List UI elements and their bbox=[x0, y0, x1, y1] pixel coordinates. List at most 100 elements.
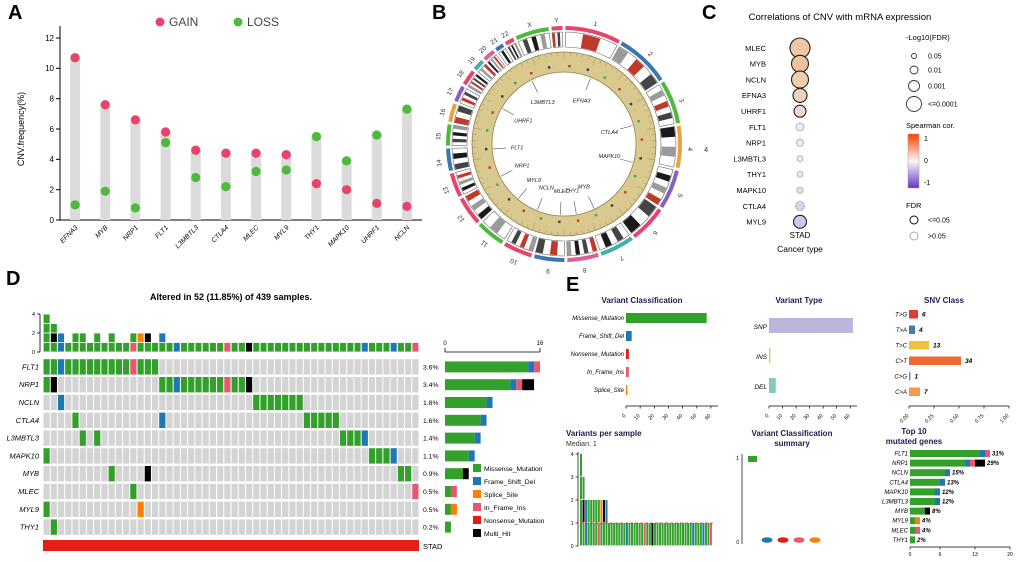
oncoprint-cell bbox=[296, 448, 303, 464]
per-sample-bar-segment bbox=[587, 523, 590, 546]
mutation-legend-swatch bbox=[473, 490, 481, 498]
oncoprint-cell bbox=[137, 359, 144, 375]
oncoprint-cell bbox=[72, 466, 79, 482]
x-tick-label: STAD bbox=[790, 231, 811, 240]
panel-b-circos-plot: 12345678910111213141516171819202122XYEFN… bbox=[435, 17, 693, 274]
oncoprint-cell bbox=[57, 394, 65, 411]
oncoprint-cell bbox=[159, 466, 166, 482]
oncoprint-cell bbox=[159, 359, 166, 375]
gene-percent-label: 1.4% bbox=[423, 436, 439, 443]
top-gene-percent: 13% bbox=[947, 480, 960, 486]
snv-count-label: 34 bbox=[965, 358, 973, 365]
oncoprint-cell bbox=[180, 359, 188, 375]
oncoprint-cell bbox=[238, 394, 245, 411]
oncoprint-cell bbox=[202, 377, 209, 393]
oncoprint-cell bbox=[361, 519, 368, 535]
axis-tick-label: 30 bbox=[803, 413, 811, 421]
chromosome-label: 16 bbox=[439, 107, 448, 116]
y-tick-label: 12 bbox=[45, 34, 54, 43]
oncoprint-cell bbox=[115, 466, 123, 482]
oncoprint-cell bbox=[217, 448, 224, 464]
top-gene-bar-segment bbox=[910, 450, 980, 457]
oncoprint-cell bbox=[217, 412, 224, 428]
oncoprint-cell bbox=[166, 466, 173, 482]
oncoprint-cell bbox=[274, 448, 282, 464]
per-sample-bar-segment bbox=[590, 523, 593, 546]
per-sample-bar-segment bbox=[582, 500, 585, 523]
oncoprint-cell bbox=[166, 483, 173, 500]
oncoprint-cell bbox=[65, 359, 72, 375]
oncoprint-cell bbox=[72, 359, 79, 375]
oncoprint-gene-label: NRP1 bbox=[19, 380, 39, 389]
oncoprint-cell bbox=[303, 359, 311, 375]
oncoprint-cell bbox=[188, 430, 195, 446]
gene-label: CTLA4 bbox=[601, 130, 618, 136]
oncoprint-cell bbox=[94, 448, 101, 464]
oncoprint-cell bbox=[397, 412, 405, 428]
legend-size-dot bbox=[911, 53, 917, 59]
classification-bar bbox=[626, 367, 629, 377]
oncoprint-cell bbox=[405, 412, 412, 428]
per-sample-bar-segment bbox=[628, 523, 631, 546]
chromosome-label: 10 bbox=[509, 256, 519, 265]
oncoprint-cell bbox=[115, 430, 123, 446]
top-gene-label: MYB bbox=[895, 509, 908, 515]
oncoprint-cell bbox=[108, 466, 115, 482]
oncoprint-cell bbox=[325, 377, 332, 393]
subplot-title: Top 10 bbox=[901, 427, 927, 436]
oncoprint-cell bbox=[311, 412, 318, 428]
tmb-bar-segment bbox=[217, 342, 224, 352]
cnv-mark bbox=[576, 219, 580, 222]
oncoprint-cell bbox=[368, 483, 376, 500]
per-sample-bar-segment bbox=[638, 523, 641, 546]
oncoprint-cell bbox=[180, 501, 188, 517]
oncoprint-cell bbox=[339, 430, 347, 446]
axis-tick-label: 3 bbox=[571, 475, 574, 481]
per-sample-bar-segment bbox=[618, 523, 621, 546]
oncoprint-cell bbox=[390, 501, 397, 517]
tmb-bar-segment bbox=[166, 342, 173, 352]
oncoprint-cell bbox=[253, 519, 260, 535]
gene-percent-label: 1.1% bbox=[423, 453, 439, 460]
oncoprint-cell bbox=[224, 448, 231, 464]
top-gene-bar-segment bbox=[970, 459, 975, 467]
axis-tick-label: 50 bbox=[830, 413, 838, 421]
tmb-bar-segment bbox=[325, 342, 332, 352]
oncoprint-cell bbox=[274, 430, 282, 446]
gene-row-label: MLEC bbox=[745, 44, 766, 53]
per-sample-bar-segment bbox=[699, 523, 702, 546]
oncoprint-cell bbox=[130, 501, 137, 517]
axis-tick-label: 0 bbox=[736, 540, 739, 546]
oncoprint-cell bbox=[253, 483, 260, 500]
oncoprint-cell bbox=[274, 483, 282, 500]
category-label: T>A bbox=[896, 328, 907, 334]
oncoprint-cell bbox=[412, 430, 419, 446]
outer-ring-segment bbox=[483, 49, 496, 61]
oncoprint-cell bbox=[412, 359, 419, 375]
oncoprint-cell bbox=[123, 430, 130, 446]
oncoprint-cell bbox=[311, 394, 318, 411]
oncoprint-cell bbox=[217, 483, 224, 500]
outer-ring-segment bbox=[567, 252, 599, 262]
oncoprint-cell bbox=[79, 519, 86, 535]
oncoprint-cell bbox=[57, 430, 65, 446]
gain-dot bbox=[251, 148, 261, 158]
oncoprint-cell bbox=[311, 430, 318, 446]
oncoprint-cell bbox=[188, 501, 195, 517]
oncoprint-cell bbox=[180, 466, 188, 482]
oncoprint-cell bbox=[202, 430, 209, 446]
oncoprint-cell bbox=[412, 519, 419, 535]
fdr-legend-label: >0.05 bbox=[928, 234, 946, 241]
oncoprint-cell bbox=[354, 430, 361, 446]
per-sample-bar-segment bbox=[580, 523, 582, 546]
oncoprint-cell bbox=[383, 430, 390, 446]
category-label: DEL bbox=[754, 384, 767, 391]
gene-percent-label: 1.6% bbox=[423, 418, 439, 425]
tmb-bar-segment bbox=[246, 342, 253, 352]
tmb-bar-segment bbox=[332, 342, 339, 352]
oncoprint-cell bbox=[151, 483, 159, 500]
subplot-title: Variant Classification bbox=[752, 429, 833, 438]
gene-row-label: NCLN bbox=[746, 75, 766, 84]
tmb-bar-segment bbox=[361, 342, 368, 352]
mutation-legend-label: Nonsense_Mutation bbox=[484, 518, 545, 525]
